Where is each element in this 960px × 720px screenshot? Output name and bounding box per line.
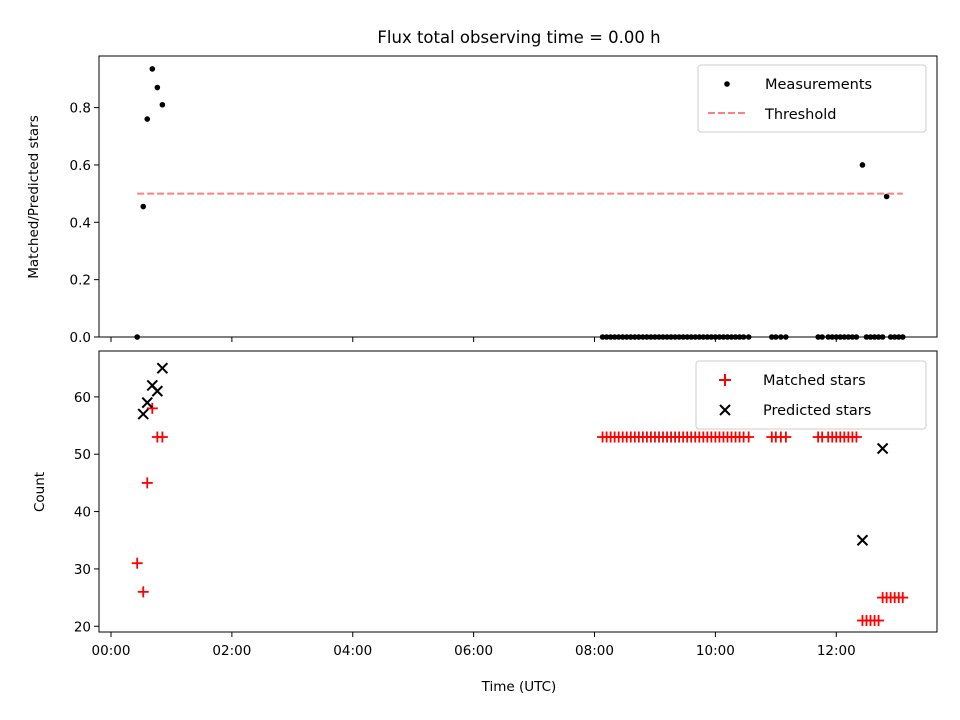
x-tick-label: 04:00	[333, 643, 372, 659]
ratio-y-axis-label: Matched/Predicted stars	[26, 115, 42, 278]
ratio-legend-frame	[697, 64, 927, 133]
matched-stars-point	[156, 431, 168, 443]
y-tick-label: 40	[74, 505, 91, 521]
measurements-point	[859, 162, 866, 168]
y-tick-label: 50	[74, 447, 91, 463]
predicted-stars-point	[151, 385, 164, 397]
ratio-y-ticks: 0.0 0.2 0.4 0.6 0.8	[70, 101, 99, 346]
count-y-ticks: 20 30 40 50 60	[74, 390, 99, 635]
x-axis-label: Time (UTC)	[481, 679, 557, 695]
panel-count: 20 30 40 50 60 00:00 02:00 04:00 06:00 08:00 10:0…	[32, 350, 938, 659]
ratio-legend: Measurements Threshold	[697, 64, 927, 133]
matched-stars-point	[780, 431, 792, 443]
count-y-axis-label: Count	[32, 472, 48, 512]
measurements-point	[154, 84, 161, 91]
matched-stars-point	[850, 431, 862, 443]
predicted-stars-point	[156, 362, 169, 374]
legend-matched-label: Matched stars	[763, 373, 866, 389]
count-marks	[131, 362, 909, 627]
legend-predicted-marker	[719, 404, 731, 416]
y-tick-label: 0.6	[70, 158, 91, 174]
legend-matched-marker	[719, 374, 731, 386]
matched-stars-point	[897, 592, 909, 604]
x-tick-label: 06:00	[454, 643, 493, 659]
count-x-ticks: 00:00 02:00 04:00 06:00 08:00 10:00 12:00	[92, 632, 856, 659]
y-tick-label: 0.0	[70, 330, 91, 346]
legend-measurements-label: Measurements	[765, 77, 872, 93]
legend-predicted-label: Predicted stars	[763, 403, 871, 419]
matched-stars-point	[146, 402, 158, 414]
x-tick-label: 00:00	[92, 643, 131, 659]
matched-stars-point	[141, 477, 153, 489]
predicted-stars-point	[876, 442, 889, 455]
chart-title: Flux total observing time = 0.00 h	[377, 28, 660, 47]
panel-ratio: 0.00.20.40.60.8 Matched/Predicted stars …	[26, 55, 938, 346]
predicted-stars-point	[856, 534, 869, 546]
matched-stars-point	[131, 557, 143, 569]
x-tick-label: 02:00	[212, 643, 251, 659]
y-tick-label: 20	[74, 619, 91, 635]
x-tick-label: 10:00	[696, 643, 735, 659]
legend-threshold-label: Threshold	[764, 107, 836, 123]
measurements-point	[883, 193, 890, 200]
y-tick-label: 60	[74, 390, 91, 406]
measurements-point	[144, 116, 151, 122]
predicted-stars-point	[137, 408, 149, 420]
measurements-point	[149, 66, 156, 72]
ratio-x-ticks	[110, 337, 837, 342]
plot-frame-count	[98, 350, 938, 633]
measurements-point	[140, 203, 147, 210]
y-tick-label: 0.2	[70, 273, 91, 289]
count-legend: Matched stars Predicted stars	[695, 360, 927, 430]
y-tick-label: 0.4	[70, 215, 91, 231]
count-legend-frame	[695, 360, 927, 430]
matched-stars-point	[137, 586, 149, 598]
x-tick-label: 12:00	[817, 643, 856, 659]
x-tick-label: 08:00	[575, 643, 614, 659]
plot-frame-ratio	[98, 55, 938, 338]
matched-stars-point	[743, 431, 755, 443]
matched-stars-point	[873, 615, 885, 627]
legend-measurements-marker	[724, 81, 730, 87]
y-tick-label: 0.8	[70, 101, 91, 117]
measurements-point	[159, 101, 166, 108]
y-tick-label: 30	[74, 562, 91, 578]
predicted-stars-point	[141, 396, 153, 409]
